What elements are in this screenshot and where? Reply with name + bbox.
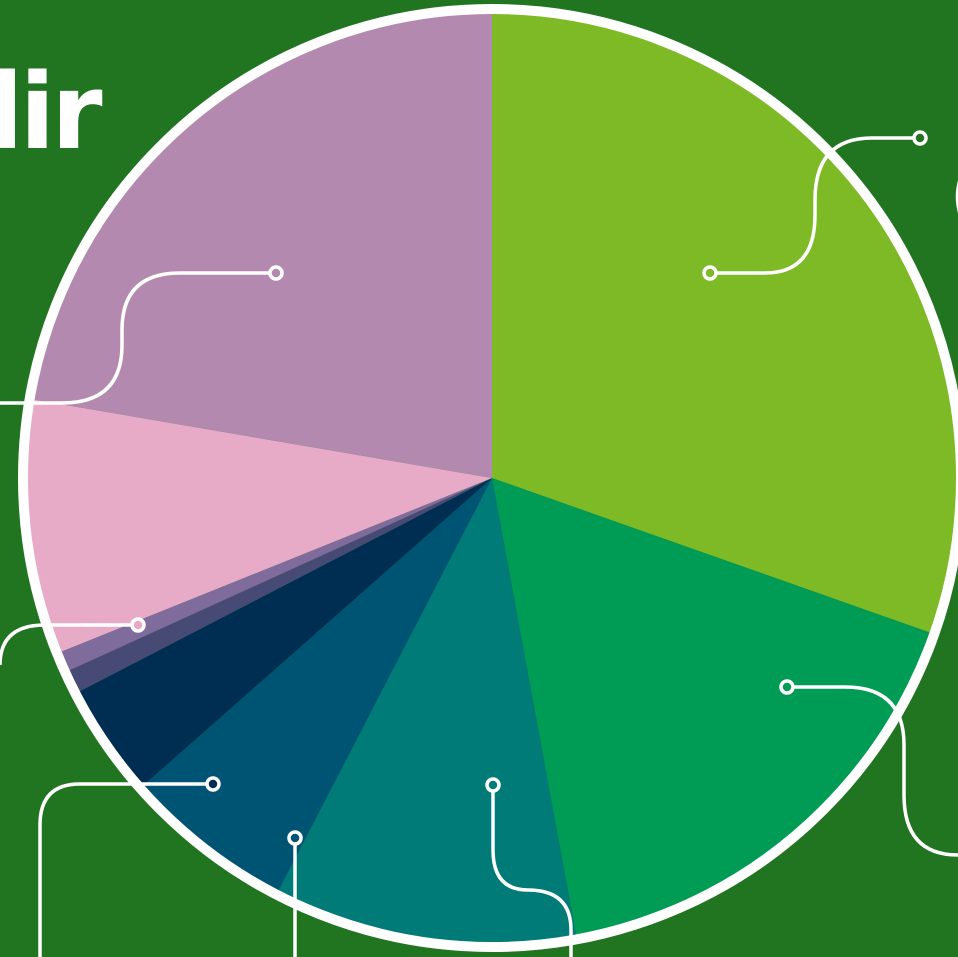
leader-line-green-slice bbox=[787, 685, 958, 857]
pie-slice-7 bbox=[60, 478, 492, 671]
pie-slice-4 bbox=[143, 478, 492, 891]
leader-dot-lime-slice-end bbox=[912, 130, 928, 146]
pie-slice-8 bbox=[26, 399, 493, 652]
leader-line-lime-slice bbox=[710, 136, 920, 275]
leader-dot-blue-slice bbox=[287, 830, 303, 846]
right-heading-fragment: ( bbox=[948, 150, 958, 240]
leader-dot-green-slice bbox=[779, 679, 795, 695]
pie-slice-1 bbox=[492, 13, 957, 633]
callout-leader-lines bbox=[0, 130, 958, 957]
leader-dot-lime-slice bbox=[702, 265, 718, 281]
pie-outline-ring bbox=[18, 4, 958, 952]
leader-dot-navy-slice bbox=[205, 776, 221, 792]
leader-line-navy-slice bbox=[38, 782, 213, 957]
leader-line-pink-slice bbox=[0, 623, 138, 666]
pie-slices bbox=[26, 13, 957, 944]
pie-slice-2 bbox=[492, 478, 931, 936]
pie-slice-6 bbox=[68, 478, 492, 692]
pie-slice-3 bbox=[278, 478, 577, 944]
pie-slice-9 bbox=[33, 13, 492, 478]
pie-slice-5 bbox=[79, 478, 493, 786]
leader-dot-pink-slice bbox=[130, 617, 146, 633]
leader-dot-teal-slice bbox=[485, 777, 501, 793]
title-fragment: lir bbox=[0, 51, 103, 173]
leader-line-teal-slice bbox=[491, 785, 573, 957]
leader-line-mauve-slice bbox=[0, 271, 276, 405]
leader-dot-mauve-slice bbox=[268, 265, 284, 281]
